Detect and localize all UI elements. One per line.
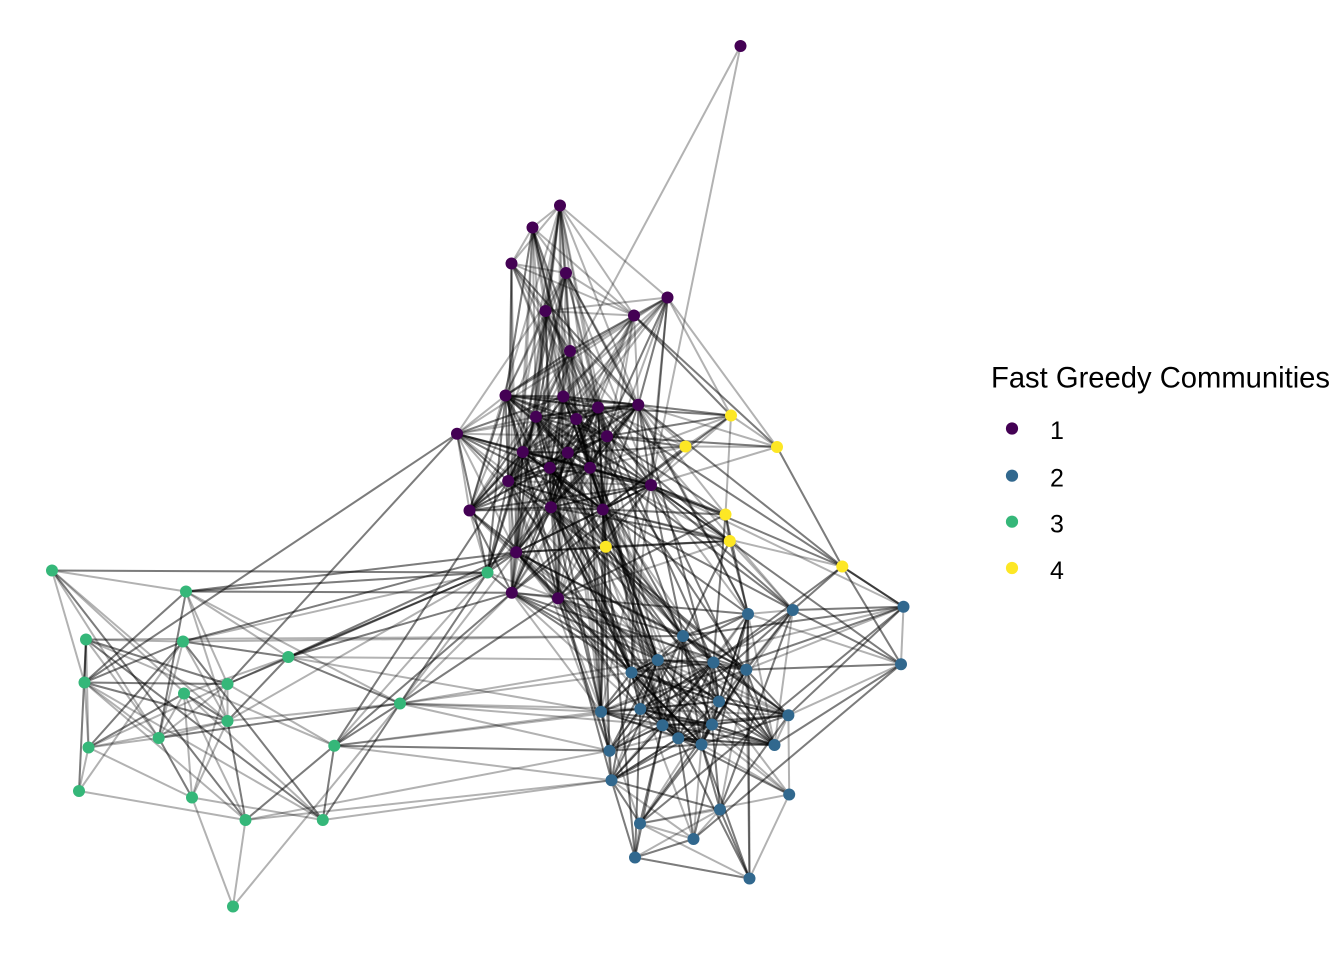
- svg-text:2: 2: [1050, 465, 1064, 493]
- svg-text:1: 1: [1050, 417, 1064, 445]
- svg-text:3: 3: [1050, 511, 1064, 539]
- svg-text:Fast Greedy Communities: Fast Greedy Communities: [991, 363, 1330, 395]
- svg-text:4: 4: [1050, 557, 1064, 585]
